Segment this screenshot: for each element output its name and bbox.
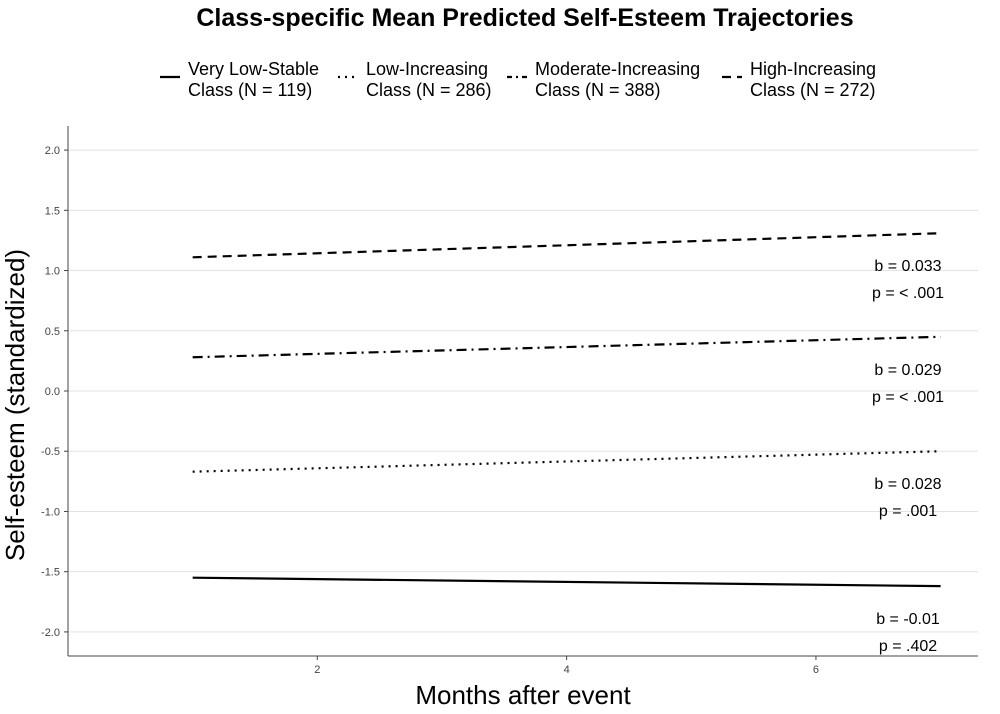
y-tick-label: 1.5	[45, 205, 60, 217]
y-tick-label: -0.5	[41, 446, 60, 458]
y-tick-label: -1.0	[41, 506, 60, 518]
annotation-p: p = < .001	[872, 389, 944, 406]
y-tick-label: 2.0	[45, 145, 60, 157]
grid-lines	[68, 149, 978, 633]
x-tick-label: 6	[813, 664, 819, 676]
x-tick-label: 2	[314, 664, 320, 676]
annotation-b: b = 0.033	[874, 258, 941, 275]
series-line-4	[192, 232, 941, 259]
annotation-p: p = .001	[879, 503, 937, 520]
annotation-b: b = 0.028	[874, 476, 941, 493]
annotation-b: b = -0.01	[876, 611, 940, 628]
series-line-2	[192, 450, 941, 473]
x-tick-label: 4	[564, 664, 570, 676]
axes: -2.0 -1.5 -1.0 -0.5 0.0 0.5 1.0 1.5 2.0 2 4 6	[41, 126, 978, 676]
axis-labels: Months after event Self-esteem (standardi…	[0, 249, 631, 710]
chart-title: Class-specific Mean Predicted Self-Estee…	[196, 4, 854, 32]
y-axis-label: Self-esteem (standardized)	[0, 249, 30, 561]
series-line-3	[192, 335, 941, 359]
legend-label-1-line2: Class (N = 119)	[188, 80, 312, 100]
y-tick-label: -2.0	[41, 627, 60, 639]
annotation-p: p = < .001	[872, 285, 944, 302]
legend-label-3: Moderate-Increasing	[535, 59, 700, 79]
y-tick-label: 1.0	[45, 266, 60, 278]
annotation-p: p = .402	[879, 638, 937, 655]
x-axis-label: Months after event	[415, 680, 631, 710]
y-tick-label: 0.5	[45, 326, 60, 338]
annotations: b = -0.01 p = .402 b = 0.028 p = .001 b = 0.…	[872, 258, 944, 655]
legend-label-2-line2: Class (N = 286)	[366, 80, 492, 100]
legend-label-3-line2: Class (N = 388)	[535, 80, 661, 100]
y-tick-label: 0.0	[45, 386, 60, 398]
legend-label-1: Very Low-Stable	[188, 59, 319, 79]
legend-label-4: High-Increasing	[750, 59, 876, 79]
annotation-b: b = 0.029	[874, 362, 941, 379]
y-tick-label: -1.5	[41, 567, 60, 579]
legend-label-2: Low-Increasing	[366, 59, 488, 79]
series-lines	[192, 232, 941, 588]
legend-label-4-line2: Class (N = 272)	[750, 80, 876, 100]
series-line-1	[192, 576, 941, 588]
